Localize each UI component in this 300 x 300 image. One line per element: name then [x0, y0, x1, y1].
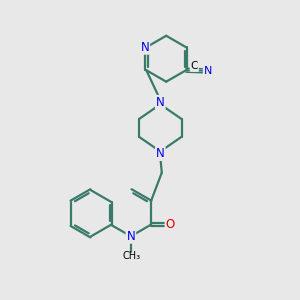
Text: N: N — [140, 41, 149, 54]
Text: N: N — [156, 147, 165, 160]
Text: O: O — [166, 218, 175, 231]
Text: N: N — [156, 96, 165, 109]
Text: C: C — [190, 61, 198, 71]
Text: CH₃: CH₃ — [122, 251, 140, 261]
Text: N: N — [204, 66, 212, 76]
Text: N: N — [127, 230, 135, 243]
